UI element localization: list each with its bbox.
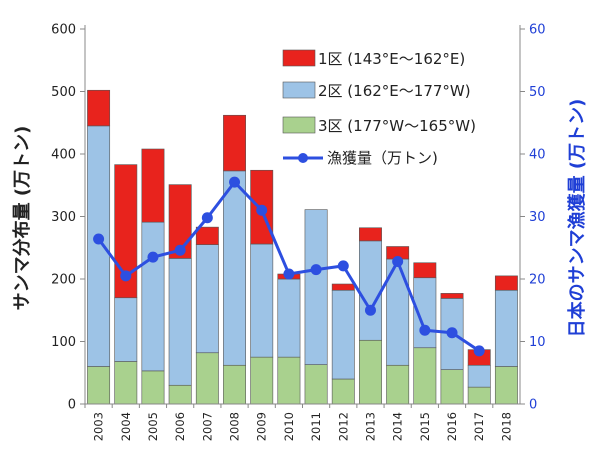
bar-zone2-2009 xyxy=(250,243,274,358)
x-tick-label-2006: 2006 xyxy=(173,412,187,441)
bar-zone1-2005 xyxy=(141,148,165,223)
bar-zone2-2006 xyxy=(168,258,192,386)
bar-zone3-2004 xyxy=(114,361,138,405)
x-tick-label-2011: 2011 xyxy=(309,412,323,441)
x-tick-label-2012: 2012 xyxy=(336,412,350,441)
legend-swatch-zone1 xyxy=(282,49,316,67)
bar-zone2-2011 xyxy=(304,209,328,365)
bar-zone1-2013 xyxy=(359,227,382,242)
bar-zone2-2007 xyxy=(195,244,219,354)
legend-swatch-zone3 xyxy=(282,116,316,134)
catch-point-2013 xyxy=(364,304,376,316)
x-tick-label-2017: 2017 xyxy=(472,412,486,441)
catch-point-2006 xyxy=(174,244,186,256)
bar-zone3-2015 xyxy=(413,347,437,405)
left-tick-label-300: 300 xyxy=(51,210,76,225)
right-tick-label-40: 40 xyxy=(529,148,546,163)
catch-point-2016 xyxy=(446,327,458,339)
left-tick-label-100: 100 xyxy=(51,335,76,350)
bar-zone2-2018 xyxy=(494,289,518,367)
right-tick-label-60: 60 xyxy=(529,23,546,38)
catch-point-2003 xyxy=(93,233,105,245)
left-tick-label-500: 500 xyxy=(51,85,76,100)
bar-zone2-2003 xyxy=(87,125,111,367)
catch-point-2010 xyxy=(283,268,295,280)
legend-marker-catch xyxy=(298,153,308,163)
catch-point-2008 xyxy=(229,176,241,188)
bar-zone3-2017 xyxy=(467,386,491,405)
catch-point-2009 xyxy=(256,204,268,216)
bar-zone2-2017 xyxy=(467,364,491,388)
bar-zone2-2013 xyxy=(359,240,382,341)
axes: 0 100 200 300 400 500 600 0 10 20 30 40 50 60 2003 2004… xyxy=(51,23,545,442)
catch-point-2011 xyxy=(310,264,322,276)
catch-point-2005 xyxy=(147,251,159,263)
x-tick-label-2015: 2015 xyxy=(418,412,432,441)
bar-zone1-2004 xyxy=(114,164,138,299)
bar-zone3-2014 xyxy=(386,364,410,405)
bar-zone3-2009 xyxy=(250,356,274,405)
x-tick-label-2005: 2005 xyxy=(146,412,160,441)
legend-label-zone1: 1区 (143°E～162°E) xyxy=(318,50,465,68)
bar-zone2-2004 xyxy=(114,297,138,362)
x-tick-label-2013: 2013 xyxy=(363,412,377,441)
legend-label-zone3: 3区 (177°W～165°W) xyxy=(318,117,476,135)
bar-zone3-2003 xyxy=(87,366,111,405)
bar-zone2-2008 xyxy=(223,170,246,366)
right-tick-label-50: 50 xyxy=(529,85,546,100)
bar-zone1-2003 xyxy=(87,89,111,127)
bar-zone3-2018 xyxy=(494,366,518,405)
x-tick-label-2007: 2007 xyxy=(200,412,214,441)
right-tick-label-0: 0 xyxy=(529,398,537,413)
bar-zone3-2007 xyxy=(195,352,219,405)
bar-zone3-2011 xyxy=(304,364,328,405)
bar-zone3-2012 xyxy=(331,378,355,405)
legend-swatch-zone2 xyxy=(282,81,316,99)
right-tick-label-10: 10 xyxy=(529,335,546,350)
bar-zone3-2013 xyxy=(359,339,382,405)
bar-zone3-2005 xyxy=(141,370,165,405)
right-axis-label: 日本のサンマ漁獲量 (万トン) xyxy=(566,99,588,338)
x-tick-label-2009: 2009 xyxy=(255,412,269,441)
catch-point-2012 xyxy=(337,260,349,272)
right-tick-label-30: 30 xyxy=(529,210,546,225)
x-tick-label-2003: 2003 xyxy=(92,412,106,441)
bar-zone1-2018 xyxy=(494,275,518,291)
legend-label-zone2: 2区 (162°E～177°W) xyxy=(318,82,471,100)
bar-zone3-2006 xyxy=(168,384,192,405)
legend-label-catch: 漁獲量（万トン) xyxy=(327,149,438,167)
bar-zone3-2010 xyxy=(277,356,301,405)
bar-zone3-2016 xyxy=(440,369,464,405)
bar-zone1-2016 xyxy=(440,293,464,299)
bar-zone2-2005 xyxy=(141,221,165,372)
bar-zone3-2008 xyxy=(223,364,246,405)
catch-point-2007 xyxy=(201,212,213,224)
catch-point-2017 xyxy=(473,345,485,357)
x-tick-label-2016: 2016 xyxy=(445,412,459,441)
catch-point-2014 xyxy=(392,256,404,267)
legend: 1区 (143°E～162°E) 2区 (162°E～177°W) 3区 (17… xyxy=(282,49,476,167)
x-tick-label-2018: 2018 xyxy=(499,412,513,441)
catch-point-2004 xyxy=(120,270,132,282)
bar-zone1-2007 xyxy=(195,226,219,245)
bar-zone2-2010 xyxy=(277,278,301,358)
bar-zone1-2006 xyxy=(168,184,192,259)
left-tick-label-0: 0 xyxy=(68,398,76,413)
left-axis-label: サンマ分布量 (万トン) xyxy=(11,126,33,311)
bar-zone1-2012 xyxy=(331,283,355,291)
x-tick-label-2014: 2014 xyxy=(391,412,405,441)
catch-point-2015 xyxy=(419,324,431,336)
left-tick-label-400: 400 xyxy=(51,148,76,163)
bar-zone1-2008 xyxy=(223,114,246,172)
x-tick-label-2008: 2008 xyxy=(228,412,242,441)
left-tick-label-600: 600 xyxy=(51,23,76,38)
right-tick-label-20: 20 xyxy=(529,273,546,288)
x-tick-label-2004: 2004 xyxy=(119,412,133,441)
bar-zone2-2012 xyxy=(331,289,355,380)
bar-zone1-2015 xyxy=(413,262,437,279)
left-tick-label-200: 200 xyxy=(51,273,76,288)
plot-area xyxy=(87,89,518,405)
x-tick-label-2010: 2010 xyxy=(282,412,296,441)
